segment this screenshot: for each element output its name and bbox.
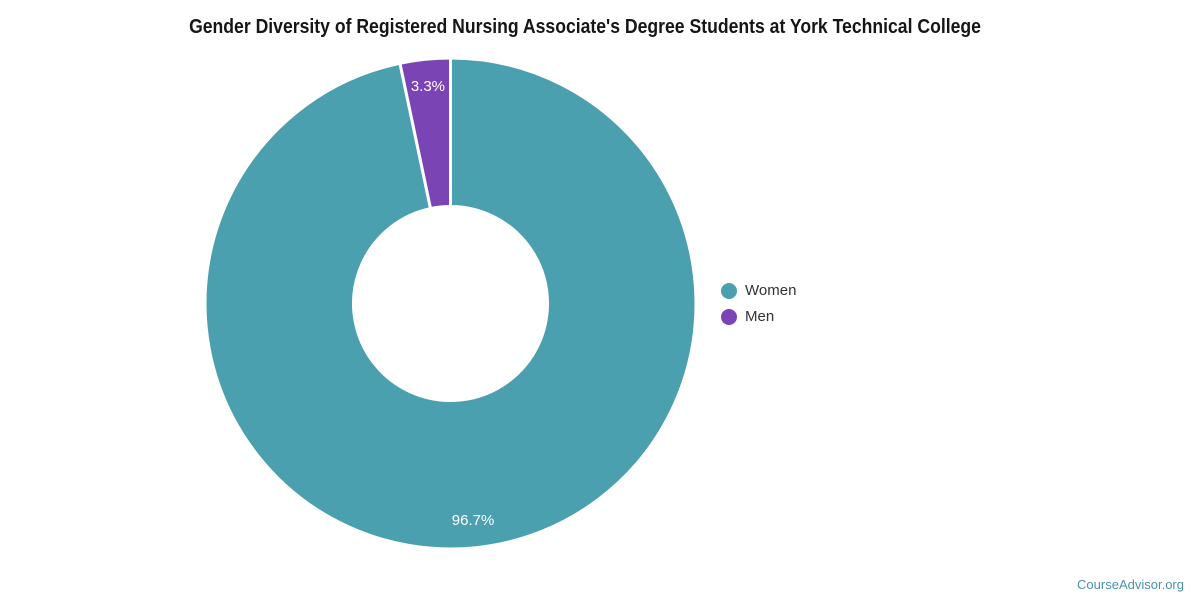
slice-women[interactable] xyxy=(203,56,698,551)
legend-item-women[interactable]: Women xyxy=(721,278,796,304)
legend-marker-icon xyxy=(721,309,737,325)
slice-men[interactable] xyxy=(398,56,452,211)
legend-marker-icon xyxy=(721,283,737,299)
chart-title: Gender Diversity of Registered Nursing A… xyxy=(189,16,981,38)
courseadvisor-link[interactable]: CourseAdvisor.org xyxy=(1077,577,1184,592)
legend-label: Men xyxy=(745,308,775,325)
data-label-men: 3.3% xyxy=(411,78,445,95)
legend-item-men[interactable]: Men xyxy=(721,304,796,330)
data-label-women: 96.7% xyxy=(452,512,495,529)
legend: Women Men xyxy=(721,278,796,330)
legend-label: Women xyxy=(745,282,797,299)
